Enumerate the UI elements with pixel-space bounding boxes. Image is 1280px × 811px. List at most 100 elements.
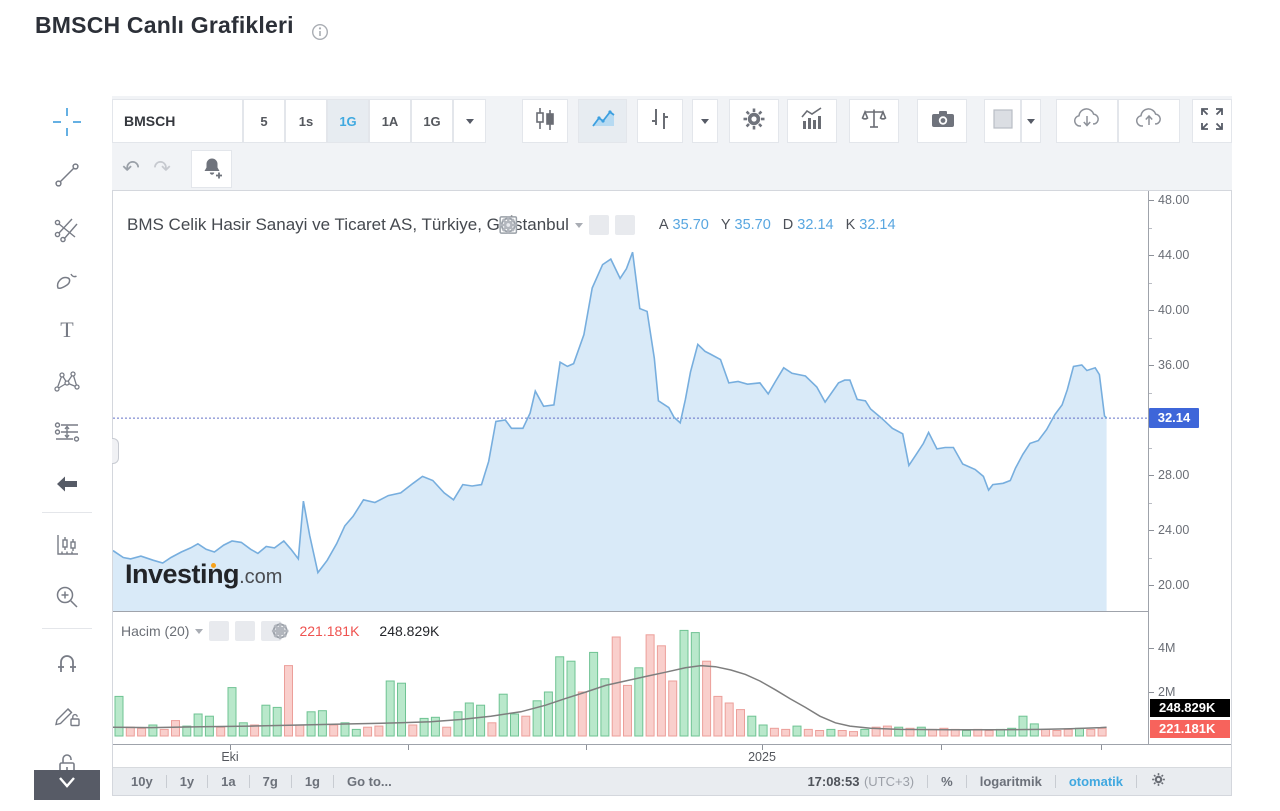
redo-button[interactable]: ↷ [148, 150, 176, 186]
drawing-lock-tool[interactable] [47, 697, 87, 737]
load-chart-button[interactable] [1056, 99, 1118, 143]
undo-button[interactable]: ↶ [117, 150, 145, 186]
time-axis[interactable]: Eki 2025 [113, 744, 1231, 767]
pane-left-handle[interactable] [112, 438, 119, 464]
layout-template-button[interactable] [984, 99, 1021, 143]
fullscreen-button[interactable] [1192, 99, 1232, 143]
hide-toolbar-arrow[interactable] [47, 466, 87, 506]
page-title: BMSCH Canlı Grafikleri [35, 12, 294, 38]
interval-dropdown-button[interactable] [453, 99, 486, 143]
styles-dropdown-button[interactable] [692, 99, 718, 143]
interval-5-button[interactable]: 5 [243, 99, 285, 143]
bar-chart-icon [646, 105, 674, 138]
range-1y-button[interactable]: 1y [179, 774, 195, 789]
candles-style-button[interactable] [522, 99, 568, 143]
collapse-tools-button[interactable] [34, 770, 100, 800]
price-axis-label: 24.00 [1158, 523, 1190, 537]
interval-1s-button[interactable]: 1s [285, 99, 327, 143]
symbol-input[interactable]: BMSCH [112, 99, 243, 143]
range-10y-button[interactable]: 10y [131, 774, 153, 789]
goto-button[interactable]: Go to... [346, 774, 392, 789]
cloud-download-icon [1071, 105, 1103, 138]
text-tool[interactable]: T [47, 312, 87, 352]
close-label: K [845, 217, 856, 233]
price-axis-label: 44.00 [1158, 248, 1190, 262]
dropdown-caret-icon[interactable] [195, 628, 204, 634]
add-alert-button[interactable] [191, 150, 232, 188]
indicators-button[interactable] [787, 99, 837, 143]
high-label: Y [720, 217, 731, 233]
svg-text:T: T [60, 317, 74, 342]
crosshair-tool[interactable] [47, 104, 87, 144]
brush-tool[interactable] [47, 263, 87, 303]
price-axis[interactable]: 32.14 248.829K 221.181K 48.00 44.00 40.00 3… [1149, 191, 1231, 744]
back-arrow-icon [52, 469, 82, 504]
price-axis-separator [1148, 191, 1149, 744]
close-value: 32.14 [859, 217, 896, 233]
remove-volume-button[interactable] [261, 621, 287, 641]
instrument-title: BMS Celik Hasir Sanayi ve Ticaret AS, Tü… [127, 215, 569, 234]
text-tool-icon: T [51, 314, 83, 351]
layout-template-icon [990, 106, 1016, 137]
bars-style-button[interactable] [637, 99, 683, 143]
utc-offset: (UTC+3) [863, 773, 915, 789]
camera-snapshot-icon [928, 105, 956, 138]
pattern-tool[interactable] [47, 363, 87, 403]
measure-tool[interactable] [47, 527, 87, 567]
price-axis-label: 20.00 [1158, 578, 1190, 592]
magnet-tool[interactable] [47, 647, 87, 687]
widget-toolbar: BMSCH 5 1s 1G 1A 1G [112, 96, 1232, 190]
dropdown-caret-icon [1027, 118, 1035, 124]
info-icon[interactable] [311, 23, 329, 46]
high-value: 35.70 [734, 217, 771, 233]
dropdown-caret-icon [465, 118, 474, 124]
series-settings-button[interactable] [499, 215, 635, 235]
indicators-icon [798, 105, 826, 138]
trend-line-icon [51, 159, 83, 196]
area-style-button-selected[interactable] [578, 99, 627, 143]
axis-settings-button[interactable] [1150, 771, 1167, 793]
candlestick-icon [531, 105, 559, 138]
pane-separator[interactable] [113, 611, 1231, 612]
volume-value: 248.829K [379, 623, 440, 639]
drawing-toolbar: T [34, 100, 100, 811]
range-7g-button[interactable]: 7g [262, 774, 278, 789]
price-axis-label: 36.00 [1158, 358, 1190, 372]
interval-1a-button[interactable]: 1A [369, 99, 411, 143]
auto-scale-button[interactable]: otomatik [1068, 774, 1123, 789]
volume-pane[interactable]: Hacim (20) 221.181K 248.829K [113, 612, 1148, 744]
open-value: 35.70 [672, 217, 709, 233]
toolbar-divider [42, 512, 92, 513]
compare-scales-icon [860, 105, 888, 138]
trend-line-tool[interactable] [47, 157, 87, 197]
collapse-chevron-icon [52, 775, 82, 796]
measure-icon [51, 529, 83, 566]
price-pane[interactable]: BMS Celik Hasir Sanayi ve Ticaret AS, Tü… [112, 191, 1148, 611]
watermark-i: i [200, 559, 208, 589]
zoom-in-tool[interactable] [47, 579, 87, 619]
low-value: 32.14 [797, 217, 834, 233]
time-axis-label: Eki [221, 750, 239, 764]
layout-dropdown-button[interactable] [1021, 99, 1041, 143]
price-axis-label: 48.00 [1158, 193, 1190, 207]
percent-scale-button[interactable]: % [941, 774, 953, 789]
ohlc-readout: A 35.70 Y 35.70 D 32.14 K 32.14 [651, 217, 896, 233]
log-scale-button[interactable]: logaritmik [979, 774, 1042, 789]
save-chart-button[interactable] [1118, 99, 1180, 143]
interval-1g2-button[interactable]: 1G [411, 99, 453, 143]
snapshot-button[interactable] [917, 99, 967, 143]
pitchfork-tool[interactable] [47, 210, 87, 250]
volume-axis-label: 4M [1158, 641, 1176, 655]
compare-button[interactable] [849, 99, 899, 143]
chart-legend: BMS Celik Hasir Sanayi ve Ticaret AS, Tü… [121, 215, 896, 235]
dropdown-caret-icon[interactable] [574, 222, 583, 228]
range-1g-button[interactable]: 1g [304, 774, 320, 789]
interval-1g-button-selected[interactable]: 1G [327, 99, 369, 143]
area-chart-icon [589, 105, 617, 138]
investing-watermark: Investing.com [125, 559, 283, 589]
settings-button[interactable] [729, 99, 779, 143]
brush-icon [51, 265, 83, 302]
range-1a-button[interactable]: 1a [221, 774, 236, 789]
forecast-tool[interactable] [47, 414, 87, 454]
